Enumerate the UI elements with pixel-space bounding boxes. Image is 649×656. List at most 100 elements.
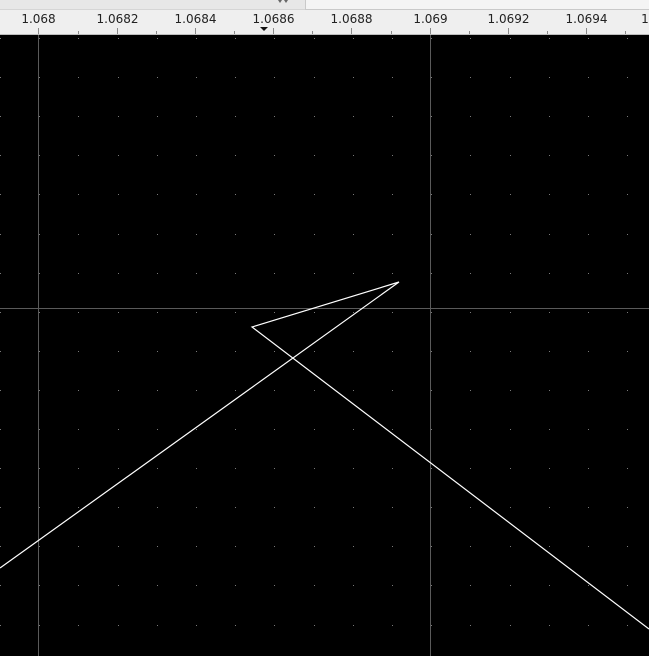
grid-dot: [510, 625, 511, 626]
grid-dot: [39, 429, 40, 430]
grid-dot: [470, 507, 471, 508]
grid-dot: [510, 38, 511, 39]
grid-dot: [431, 234, 432, 235]
grid-dot: [0, 468, 1, 469]
grid-dot: [196, 585, 197, 586]
grid-dot: [196, 116, 197, 117]
grid-dot: [118, 312, 119, 313]
grid-dot: [353, 390, 354, 391]
grid-dot: [431, 429, 432, 430]
grid-dot: [510, 585, 511, 586]
grid-dot: [431, 155, 432, 156]
grid-dot: [549, 468, 550, 469]
grid-dot: [588, 507, 589, 508]
grid-dot: [235, 468, 236, 469]
grid-dot: [314, 38, 315, 39]
grid-dot: [157, 468, 158, 469]
grid-dot: [78, 77, 79, 78]
grid-dot: [314, 625, 315, 626]
grid-dot: [314, 429, 315, 430]
grid-dot: [431, 77, 432, 78]
grid-dot: [78, 351, 79, 352]
grid-dot: [510, 507, 511, 508]
grid-dot: [274, 273, 275, 274]
grid-dot: [510, 194, 511, 195]
grid-dot: [510, 468, 511, 469]
grid-dot: [274, 625, 275, 626]
grid-dot: [78, 585, 79, 586]
grid-dot: [353, 77, 354, 78]
ruler-tick-label: 1.0684: [175, 12, 217, 26]
ruler-ticks: 1.068 1.0682 1.0684 1.0686 1.0688 1.069 …: [21, 0, 649, 34]
grid-dot: [470, 585, 471, 586]
grid-dot: [0, 155, 1, 156]
grid-dot: [157, 38, 158, 39]
grid-dot: [431, 351, 432, 352]
grid-dot: [118, 585, 119, 586]
horizontal-ruler[interactable]: 1.068 1.0682 1.0684 1.0686 1.0688 1.069 …: [0, 0, 649, 35]
grid-dot: [196, 273, 197, 274]
grid-dot: [431, 312, 432, 313]
grid-dot: [510, 546, 511, 547]
ruler-top-tab[interactable]: [305, 0, 649, 10]
grid-dot: [314, 194, 315, 195]
grid-dot: [627, 312, 628, 313]
grid-dot: [588, 585, 589, 586]
grid-dot: [274, 507, 275, 508]
graph-canvas-svg[interactable]: [0, 35, 649, 656]
grid-dot: [392, 585, 393, 586]
grid-dot: [470, 546, 471, 547]
grid-dot: [549, 390, 550, 391]
grid-dot: [78, 273, 79, 274]
grid-dot: [353, 312, 354, 313]
grid-dot: [470, 312, 471, 313]
grid-dot: [274, 585, 275, 586]
grid-dot: [353, 507, 354, 508]
grid-dot: [627, 194, 628, 195]
grid-dot: [392, 390, 393, 391]
grid-dot: [314, 351, 315, 352]
graph-canvas[interactable]: [0, 35, 649, 656]
grid-dot: [274, 77, 275, 78]
ruler-tick-label: 1.0694: [566, 12, 608, 26]
grid-dot: [78, 155, 79, 156]
grid-dot: [78, 38, 79, 39]
grid-dot: [78, 390, 79, 391]
grid-dot: [353, 625, 354, 626]
grid-dot: [431, 194, 432, 195]
grid-dot: [235, 38, 236, 39]
grid-dot: [353, 234, 354, 235]
grid-dot: [39, 273, 40, 274]
grid-dot: [78, 312, 79, 313]
grid-dot: [470, 155, 471, 156]
grid-dot: [118, 77, 119, 78]
grid-dot: [588, 625, 589, 626]
grid-dot: [39, 38, 40, 39]
triangle-down-icon[interactable]: [260, 27, 268, 31]
grid-dot: [549, 585, 550, 586]
scroll-handle-icon[interactable]: [278, 0, 288, 3]
grid-dot: [470, 429, 471, 430]
grid-dot: [78, 429, 79, 430]
grid-dot: [0, 116, 1, 117]
grid-dot: [470, 625, 471, 626]
grid-dot: [39, 351, 40, 352]
grid-dot: [78, 507, 79, 508]
grid-dot: [196, 312, 197, 313]
grid-dot: [353, 273, 354, 274]
grid-dot: [78, 625, 79, 626]
grid-dot: [157, 155, 158, 156]
grid-dot: [196, 625, 197, 626]
grid-dot: [0, 234, 1, 235]
grid-dot: [392, 351, 393, 352]
grid-dot: [39, 234, 40, 235]
grid-dot: [392, 116, 393, 117]
grid-dot: [157, 351, 158, 352]
grid-dot: [314, 390, 315, 391]
grid-dot: [274, 468, 275, 469]
curve-path[interactable]: [0, 281, 649, 630]
grid-dot: [196, 390, 197, 391]
grid-dot: [314, 507, 315, 508]
grid-dot: [353, 585, 354, 586]
